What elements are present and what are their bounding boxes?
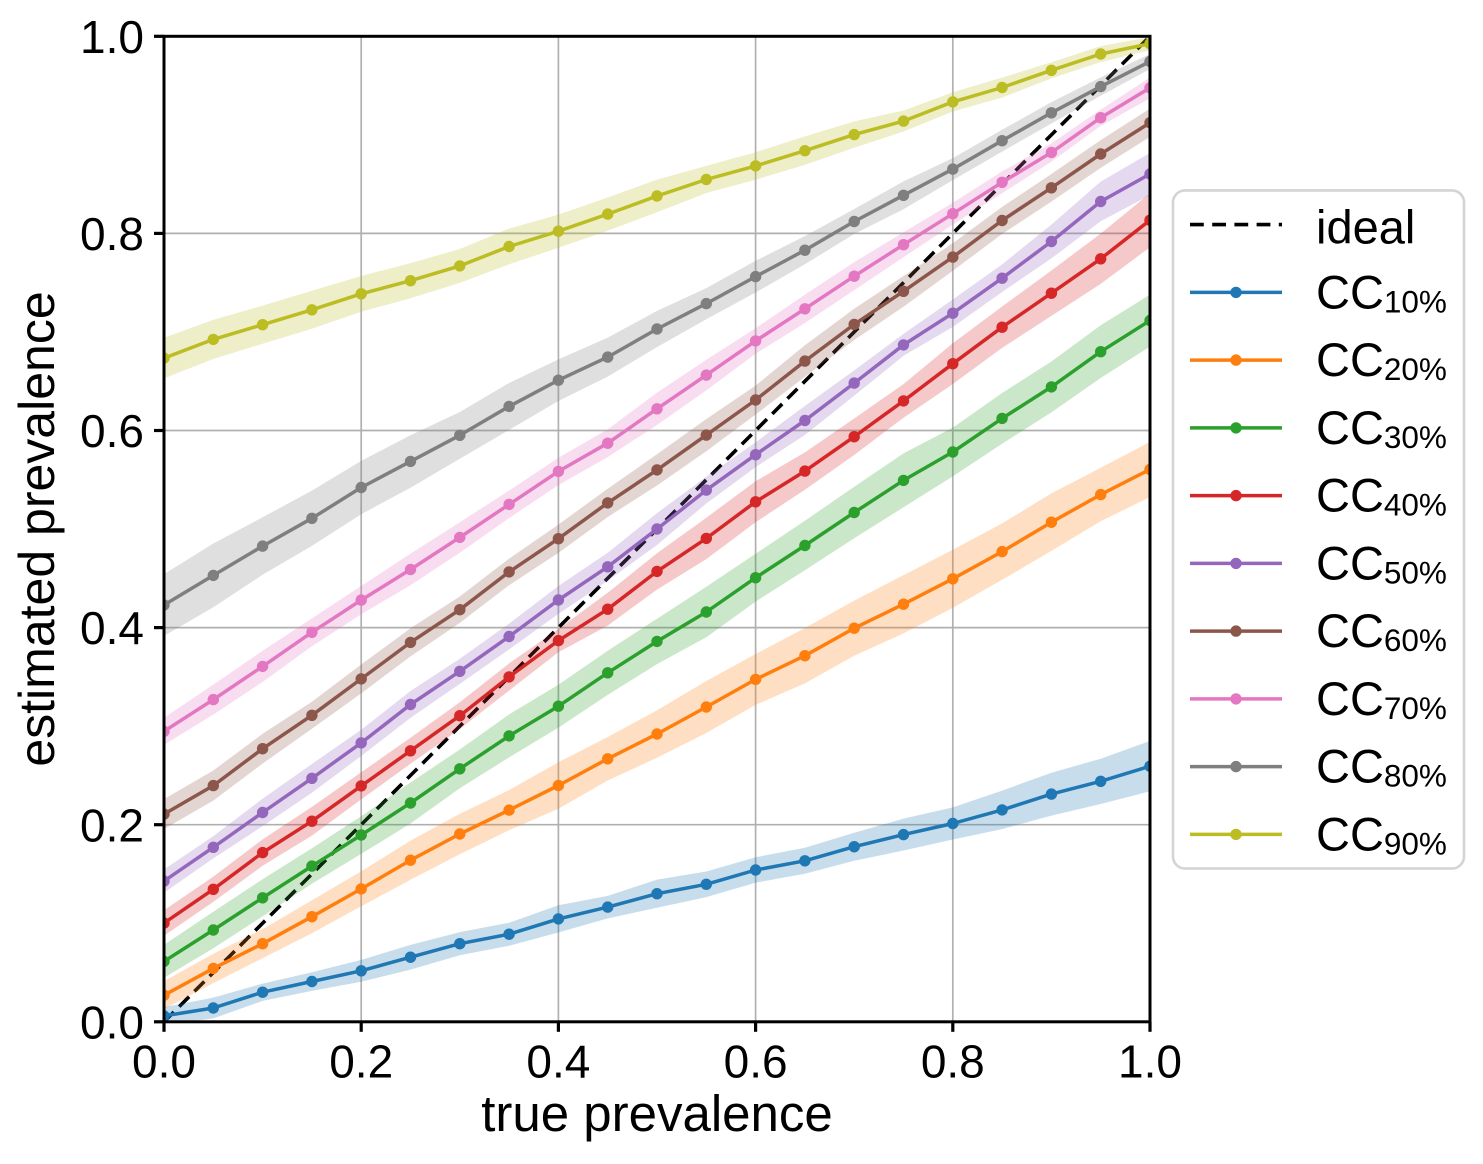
svg-text:0.6: 0.6 [80, 405, 144, 457]
svg-text:0.2: 0.2 [329, 1036, 393, 1088]
svg-text:estimated prevalence: estimated prevalence [9, 291, 65, 766]
svg-text:0.2: 0.2 [80, 799, 144, 851]
svg-text:0.0: 0.0 [80, 996, 144, 1048]
svg-text:CC50%: CC50% [1316, 536, 1447, 590]
svg-text:1.0: 1.0 [80, 11, 144, 63]
svg-text:true prevalence: true prevalence [481, 1085, 833, 1142]
svg-text:0.8: 0.8 [80, 208, 144, 260]
svg-text:0.0: 0.0 [132, 1036, 196, 1088]
svg-text:0.4: 0.4 [526, 1036, 590, 1088]
svg-text:ideal: ideal [1316, 201, 1415, 254]
svg-text:0.4: 0.4 [80, 602, 144, 654]
svg-text:0.8: 0.8 [921, 1036, 985, 1088]
svg-text:0.6: 0.6 [724, 1036, 788, 1088]
svg-text:1.0: 1.0 [1118, 1036, 1182, 1088]
